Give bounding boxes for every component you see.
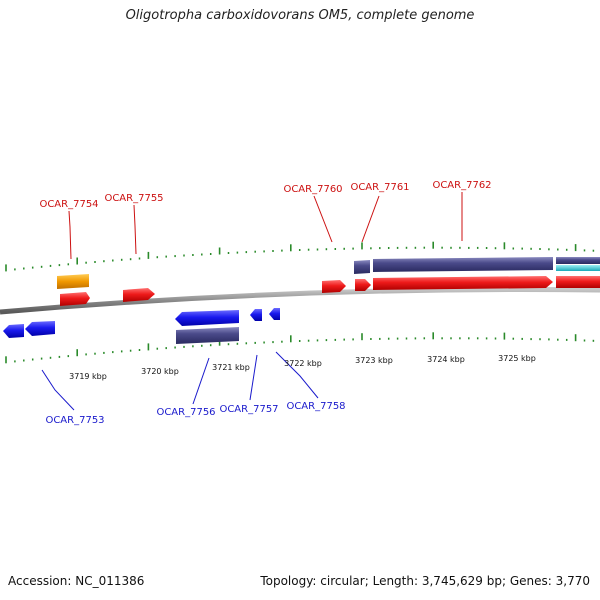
genome-stats: Topology: circular; Length: 3,745,629 bp…	[260, 574, 590, 588]
domain-bar-3[interactable]	[556, 257, 600, 264]
gene-arrow-ocar-7755[interactable]	[123, 288, 155, 302]
inner-tick-ring	[5, 332, 595, 364]
gene-arrow-ocar-7756[interactable]	[175, 310, 239, 326]
scale-label: 3723 kbp	[355, 356, 393, 365]
scale-labels: 3719 kbp 3720 kbp 3721 kbp 3722 kbp 3723…	[69, 354, 536, 381]
rna-feature[interactable]	[57, 274, 89, 289]
gene-arrow-ocar-7757[interactable]	[250, 309, 262, 321]
gene-label[interactable]: OCAR_7761	[350, 182, 409, 193]
gene-arrow-ocar-7761[interactable]	[355, 279, 371, 291]
reverse-strand-features	[3, 308, 280, 338]
gene-arrow-ocar-7760[interactable]	[322, 280, 346, 293]
gene-label[interactable]: OCAR_7758	[286, 401, 345, 412]
topology-label: Topology:	[260, 574, 317, 588]
gene-label[interactable]: OCAR_7753	[45, 415, 104, 426]
genes-value: 3,770	[555, 574, 590, 588]
gene-arrow-ocar-7754[interactable]	[60, 292, 90, 306]
domain-bar-reverse[interactable]	[176, 327, 239, 344]
scale-label: 3719 kbp	[69, 372, 107, 381]
gene-label[interactable]: OCAR_7756	[156, 407, 215, 418]
gene-arrow-ocar-7753b[interactable]	[25, 321, 55, 336]
scale-label: 3725 kbp	[498, 354, 536, 363]
forward-strand-features	[60, 276, 600, 306]
reverse-leader-lines	[41, 351, 319, 411]
accession-value: NC_011386	[75, 574, 145, 588]
scale-label: 3722 kbp	[284, 359, 322, 368]
gene-arrow-ocar-7762[interactable]	[373, 276, 553, 290]
domain-bar-1[interactable]	[354, 260, 370, 274]
forward-gene-labels: OCAR_7754 OCAR_7755 OCAR_7760 OCAR_7761 …	[39, 180, 491, 210]
accession-info: Accession: NC_011386	[8, 574, 144, 588]
gene-arrow-ocar-7753a[interactable]	[3, 324, 24, 338]
map-title: Oligotropha carboxidovorans OM5, complet…	[125, 8, 475, 23]
scale-label: 3724 kbp	[427, 355, 465, 364]
gene-label[interactable]: OCAR_7754	[39, 199, 98, 210]
gene-label[interactable]: OCAR_7760	[283, 184, 342, 195]
gene-label[interactable]: OCAR_7757	[219, 404, 278, 415]
length-value: 3,745,629 bp	[421, 574, 502, 588]
domain-features	[176, 257, 600, 344]
reverse-gene-labels: OCAR_7753 OCAR_7756 OCAR_7757 OCAR_7758	[45, 401, 345, 426]
outer-tick-ring	[5, 241, 595, 272]
gene-arrow-continuing[interactable]	[556, 276, 600, 288]
genome-backbone	[0, 286, 600, 315]
gene-label[interactable]: OCAR_7755	[104, 193, 163, 204]
genes-label: Genes:	[509, 574, 552, 588]
topology-value: circular	[320, 574, 365, 588]
teal-feature[interactable]	[556, 265, 600, 271]
domain-bar-2[interactable]	[373, 257, 553, 272]
length-label: Length:	[372, 574, 419, 588]
scale-label: 3721 kbp	[212, 363, 250, 372]
gene-arrow-ocar-7758[interactable]	[269, 308, 280, 320]
accession-label: Accession:	[8, 574, 72, 588]
forward-leader-lines	[68, 192, 463, 260]
gene-label[interactable]: OCAR_7762	[432, 180, 491, 191]
scale-label: 3720 kbp	[141, 367, 179, 376]
